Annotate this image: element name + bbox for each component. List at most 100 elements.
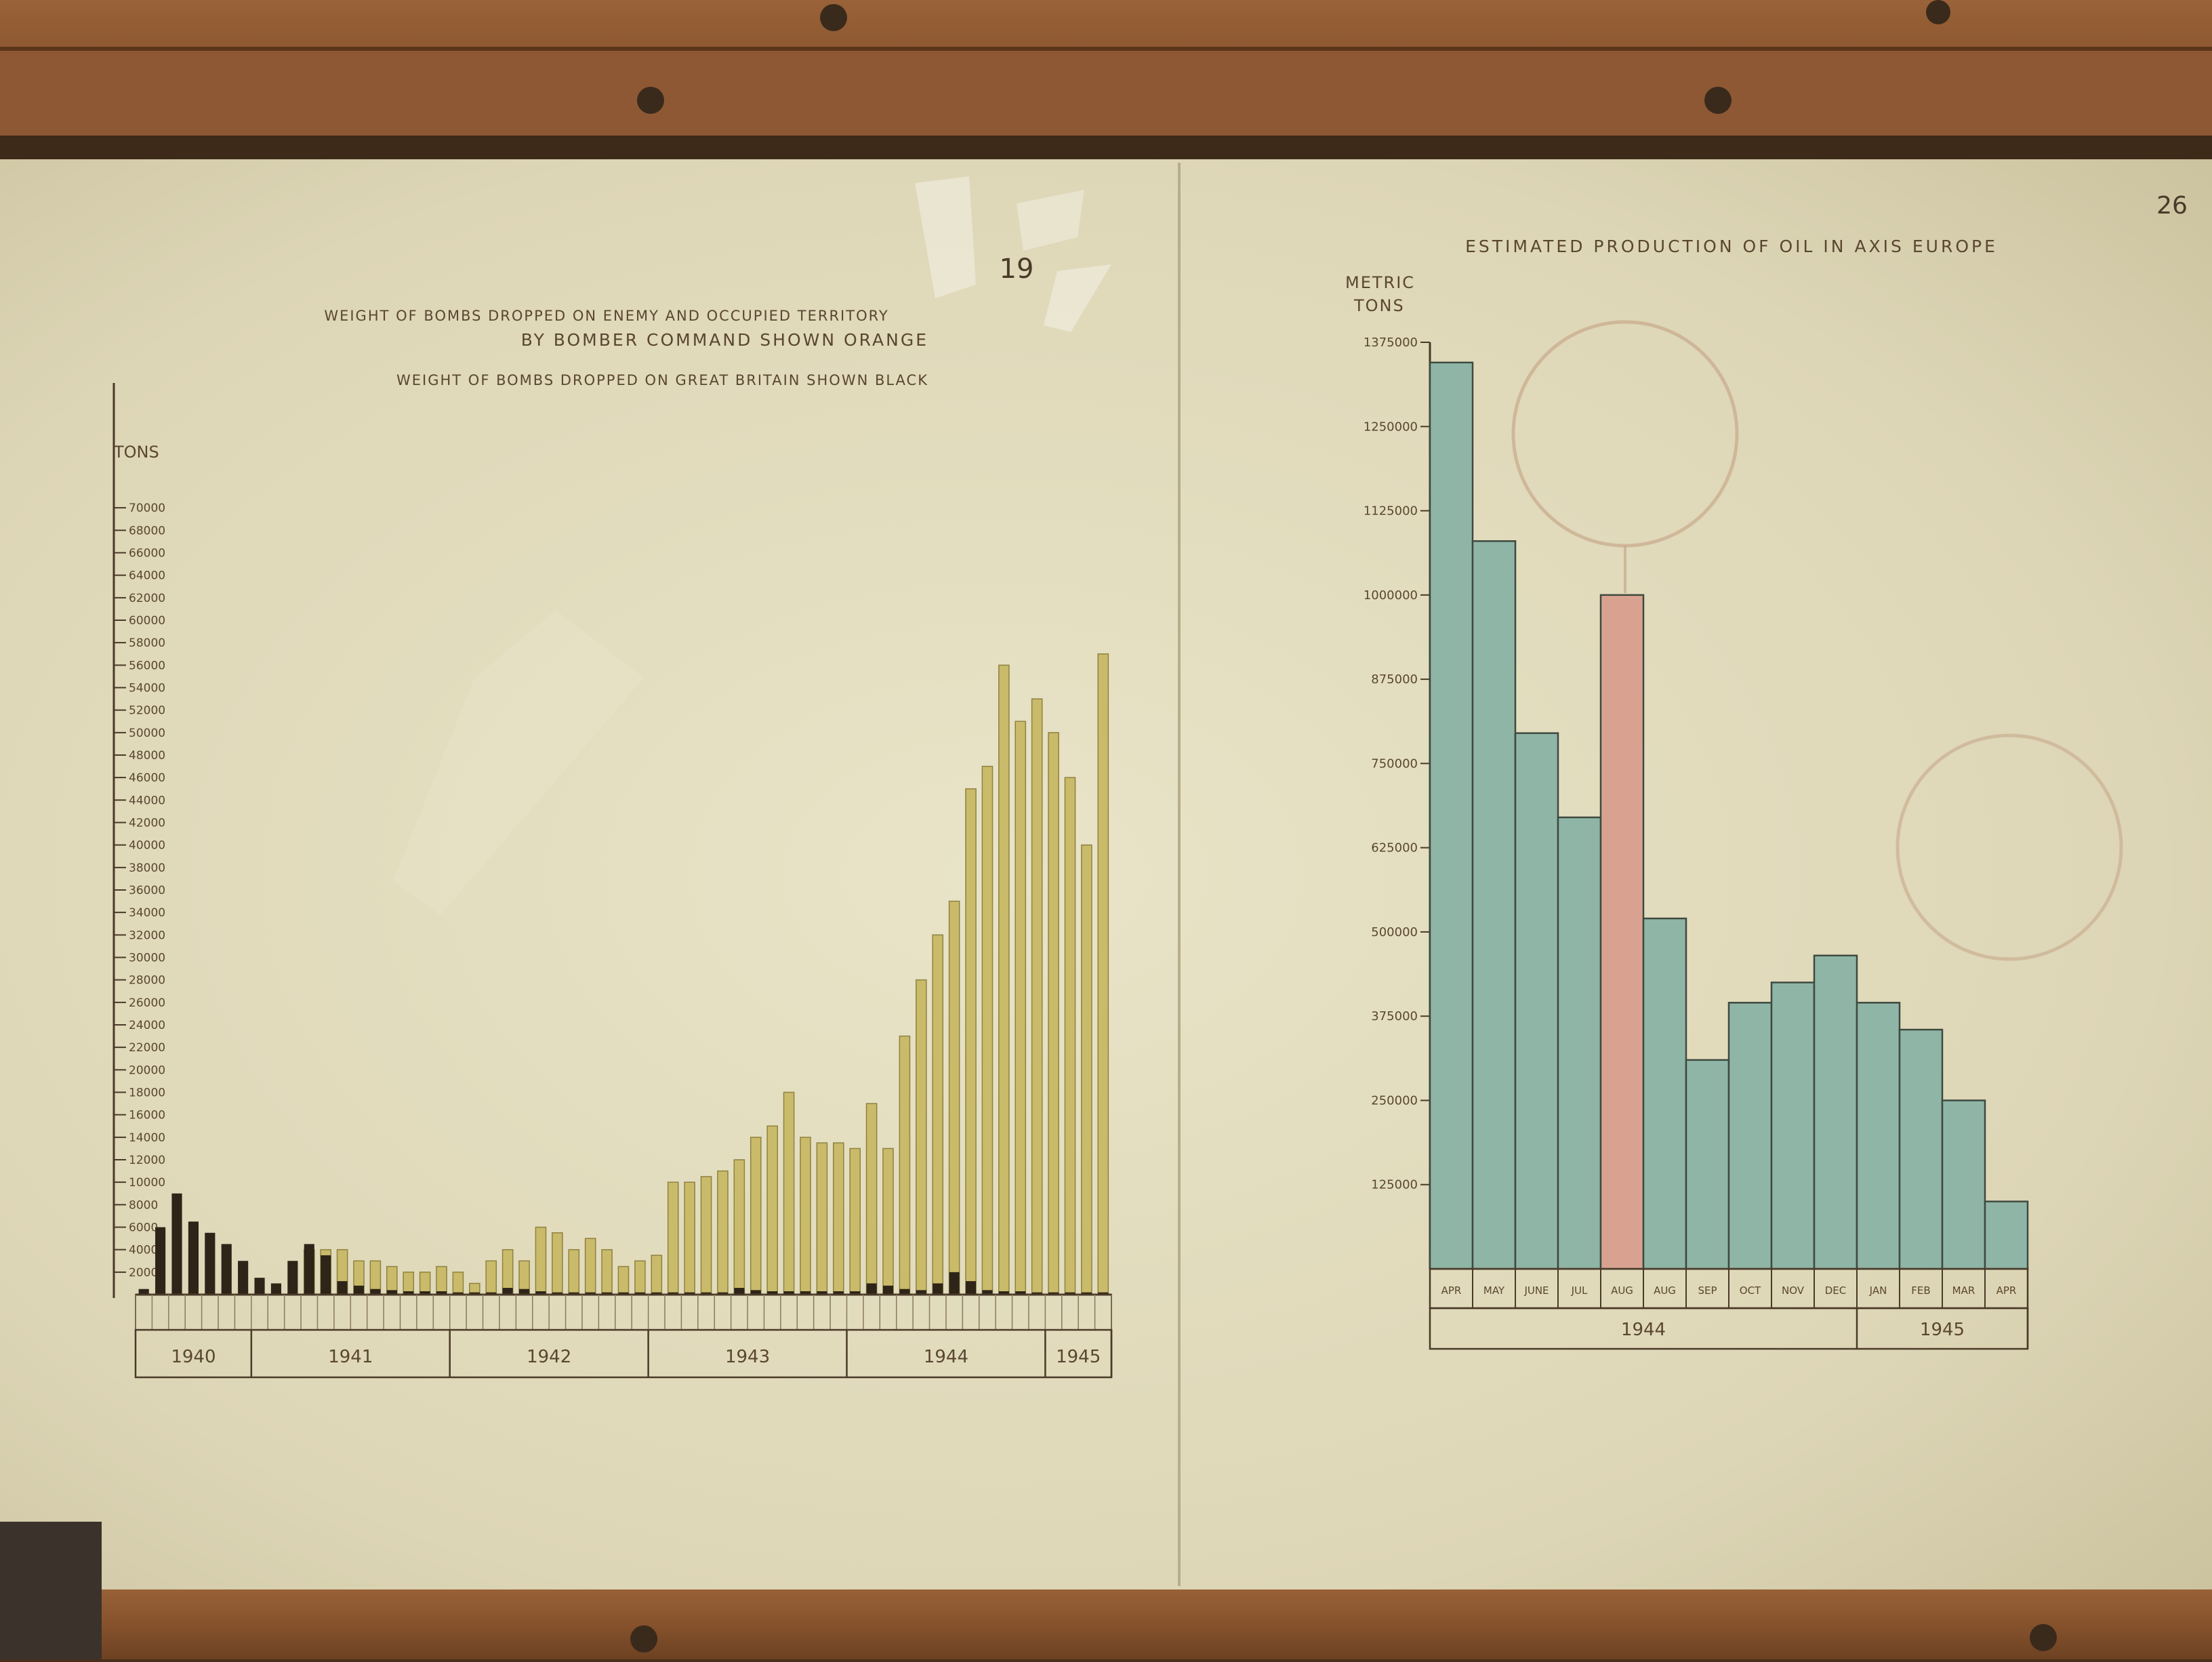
chart1-y-tick-label: 8000	[129, 1198, 158, 1212]
chart1-title: WEIGHT OF BOMBS DROPPED ON ENEMY AND OCC…	[324, 308, 888, 324]
chart2-month-label: AUG	[1654, 1284, 1676, 1297]
chart2-month-label: MAR	[1952, 1284, 1975, 1297]
chart1-bar-black	[287, 1261, 298, 1295]
chart2-month-label: APR	[1996, 1284, 2017, 1297]
chart1-bar-orange	[1048, 732, 1059, 1295]
chart2-year-label: 1945	[1920, 1320, 1965, 1340]
chart1-year-label: 1942	[527, 1347, 571, 1367]
chart2-y-tick-label: 250000	[1371, 1093, 1418, 1108]
chart1-bar-orange	[651, 1255, 663, 1295]
chart1-bar-black	[552, 1292, 562, 1295]
chart1-y-tick-label: 42000	[129, 817, 165, 830]
chart1-bar-black	[850, 1291, 861, 1295]
chart1-bar-black	[337, 1281, 348, 1295]
chart2-bar	[1471, 540, 1517, 1270]
chart1-bar-orange	[783, 1091, 795, 1295]
chart1-bar-orange	[733, 1159, 745, 1295]
glare	[1017, 190, 1084, 251]
chart1-bar-orange	[932, 934, 944, 1295]
chart2-bar	[1856, 1002, 1901, 1270]
chart1-y-tick-label: 48000	[129, 749, 165, 763]
page-number-right: 26	[2156, 192, 2188, 220]
chart1-bar-orange	[899, 1035, 911, 1295]
chart1-bar-black	[221, 1244, 232, 1295]
chart1-bar-orange	[916, 979, 927, 1295]
chart1-y-tick-label: 30000	[129, 952, 165, 965]
chart1-bar-black	[585, 1292, 596, 1295]
chart1-bar-black	[998, 1291, 1009, 1295]
chart2-ylabel-line2: TONS	[1353, 296, 1405, 315]
chart2-month-label: SEP	[1698, 1284, 1717, 1297]
chart1-bar-orange	[882, 1148, 894, 1295]
chart1-y-tick-label: 4000	[129, 1244, 158, 1257]
screw-icon	[1926, 0, 1950, 24]
chart2-month-label: JAN	[1869, 1284, 1887, 1297]
chart1-bar-black	[518, 1289, 530, 1295]
chart1-bar-black	[436, 1291, 447, 1295]
chart1-bar-black	[965, 1281, 977, 1295]
chart1-bar-black	[403, 1291, 414, 1295]
chart1-y-tick-label: 36000	[129, 884, 165, 897]
chart1-bar-orange	[800, 1137, 811, 1295]
chart1-year-label: 1943	[725, 1347, 770, 1367]
chart1-y-tick-label: 64000	[129, 569, 165, 583]
chart1-bar-orange	[981, 765, 994, 1295]
frame-shadow	[0, 136, 2212, 163]
chart1-bar-black	[453, 1292, 464, 1295]
chart1-bar-black	[933, 1283, 943, 1295]
chart1-bar-black	[1065, 1292, 1076, 1295]
chart1-y-tick-label: 2000	[129, 1266, 158, 1280]
chart2-y-tick-label: 125000	[1371, 1178, 1418, 1192]
chart1-bar-orange	[667, 1181, 679, 1295]
chart1-bar-orange	[452, 1272, 464, 1295]
chart1-bar-orange	[568, 1249, 580, 1295]
screw-icon	[1704, 87, 1732, 114]
chart2-month-label: NOV	[1782, 1284, 1805, 1297]
chart1-bar-black	[486, 1292, 497, 1295]
chart2-month-label: OCT	[1740, 1284, 1761, 1297]
stamp-circle	[1896, 733, 2123, 961]
chart2-y-tick-label: 500000	[1371, 925, 1418, 939]
chart1-bar-black	[205, 1232, 216, 1295]
chart1-bar-black	[155, 1227, 166, 1295]
chart2-bar	[1984, 1200, 2029, 1270]
chart1-bar-orange	[1031, 698, 1043, 1295]
chart1-bar-black	[469, 1292, 480, 1295]
chart1-bar-black	[833, 1291, 844, 1295]
chart1-bar-black	[171, 1193, 182, 1295]
chart1-y-tick-label: 60000	[129, 614, 165, 628]
chart1-y-tick-label: 6000	[129, 1221, 158, 1235]
chart1-y-axis-ticks: 2000 4000 6000 8000 10000 12000 14000 16000 1800…	[112, 383, 165, 1298]
chart2-month-label: AUG	[1611, 1284, 1633, 1297]
chart2-y-tick-label: 1250000	[1364, 420, 1418, 434]
chart1-y-tick-label: 26000	[129, 996, 165, 1010]
chart1-bar-black	[949, 1272, 960, 1295]
chart2-y-tick-label: 1125000	[1364, 504, 1418, 519]
glare	[915, 176, 976, 298]
chart1-bar-black	[1098, 1292, 1109, 1295]
corner-block	[0, 1522, 102, 1659]
chart1-bar-orange	[584, 1238, 596, 1295]
chart1-bar-orange	[535, 1226, 547, 1295]
chart1-bar-black	[750, 1290, 761, 1295]
chart1-bar-black	[982, 1290, 993, 1295]
chart2-month-label: JUNE	[1523, 1284, 1549, 1297]
chart2-bars	[1429, 361, 2029, 1270]
chart2-bar	[1727, 1002, 1773, 1270]
chart2-bar	[1429, 361, 1474, 1270]
chart1-bar-black	[618, 1292, 629, 1295]
frame-top-rail	[0, 47, 2212, 136]
chart1-bar-orange	[700, 1176, 712, 1295]
chart1-y-tick-label: 32000	[129, 929, 165, 942]
chart1-bar-black	[634, 1292, 645, 1295]
chart2-ylabel: METRIC TONS	[1345, 273, 1415, 315]
chart1-year-label: 1941	[328, 1347, 373, 1367]
chart1-bar-black	[254, 1278, 265, 1295]
chart2-bar	[1514, 732, 1559, 1270]
frame-bottom	[0, 1586, 2212, 1659]
chart1-bar-black	[304, 1244, 314, 1295]
glare	[1044, 264, 1111, 332]
chart1-y-tick-label: 28000	[129, 974, 165, 988]
chart1-year-label: 1944	[924, 1347, 968, 1367]
